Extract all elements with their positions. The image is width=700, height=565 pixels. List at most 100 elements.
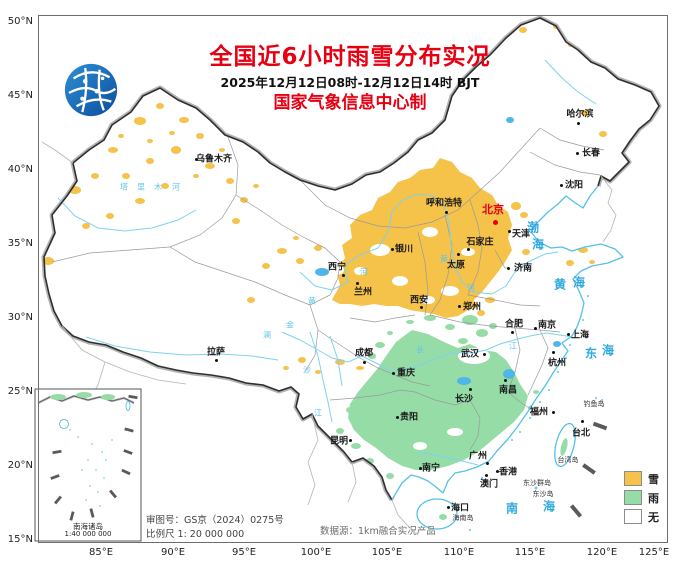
snow-patch <box>522 249 530 255</box>
city-dot-台北 <box>580 419 584 423</box>
city-label-天津: 天津 <box>511 229 531 240</box>
sea-label: 渤 <box>526 220 540 235</box>
no-precip-gap <box>370 244 390 256</box>
no-precip-gaps <box>328 227 506 450</box>
snow-patch <box>91 173 99 179</box>
island-label: 海南岛 <box>452 514 474 522</box>
lon-tick-label: 90°E <box>160 547 186 558</box>
city-dot-南宁 <box>418 466 422 470</box>
no-precip-gap <box>441 286 459 296</box>
snow-patch <box>134 117 146 125</box>
legend: 雪雨无 <box>624 469 659 526</box>
legend-swatch <box>624 471 642 486</box>
snow-patch <box>122 173 130 179</box>
rain-patch <box>336 428 344 434</box>
city-dot-长沙 <box>468 387 472 391</box>
river-label: 黄 <box>308 296 316 306</box>
snow-region <box>332 158 512 318</box>
city-dot-济南 <box>506 266 510 270</box>
inset-dash-segment <box>52 449 62 455</box>
snow-patch <box>247 297 255 303</box>
city-label-福州: 福州 <box>529 407 549 418</box>
nmic-logo-icon <box>62 61 120 119</box>
national-border <box>43 17 660 501</box>
sea-label: 东 <box>584 346 598 361</box>
river-label: 塔 <box>120 182 128 192</box>
snow-patch <box>146 158 154 164</box>
no-precip-gap <box>447 428 463 436</box>
rain-patch <box>351 443 361 449</box>
city-dot-合肥 <box>510 330 514 334</box>
rain-patch <box>533 390 539 394</box>
city-label-上海: 上海 <box>570 330 590 341</box>
city-dot-重庆 <box>391 371 395 375</box>
city-label-长春: 长春 <box>581 148 601 159</box>
city-label-昆明: 昆明 <box>329 436 349 447</box>
inset-island-dot <box>89 485 91 487</box>
snow-patch <box>179 117 189 123</box>
legend-item: 雨 <box>624 488 659 507</box>
neighbor-country-borders <box>41 141 617 527</box>
lat-tick-label: 20°N <box>7 460 33 471</box>
city-dot-天津 <box>507 229 511 233</box>
island-label: 东沙岛 <box>532 490 554 498</box>
city-dot-兰州 <box>355 281 359 285</box>
city-label-郑州: 郑州 <box>462 302 482 313</box>
city-label-南宁: 南宁 <box>421 463 441 474</box>
snow-patch <box>161 183 169 189</box>
legend-label: 雨 <box>648 491 659 505</box>
snow-patch <box>169 131 175 135</box>
city-dot-乌鲁木齐 <box>194 157 198 161</box>
no-precip-gap <box>422 227 438 237</box>
snow-patch <box>315 370 321 374</box>
city-label-沈阳: 沈阳 <box>564 180 584 191</box>
city-label-呼和浩特: 呼和浩特 <box>425 198 463 209</box>
river-label: 河 <box>467 283 475 293</box>
rain-patch <box>375 342 385 348</box>
sea-label: 南 <box>505 501 519 516</box>
city-dot-北京 <box>492 219 498 225</box>
lon-tick-label: 120°E <box>586 547 618 558</box>
city-label-合肥: 合肥 <box>504 319 524 330</box>
lon-tick-label: 105°E <box>371 547 403 558</box>
lon-tick-label: 115°E <box>514 547 546 558</box>
rivers-and-lakes <box>57 59 597 466</box>
snow-patch <box>196 133 204 139</box>
no-precip-gap <box>392 276 408 286</box>
inset-dash-segment <box>50 474 60 480</box>
city-label-银川: 银川 <box>394 244 414 255</box>
rain-patch <box>386 473 394 479</box>
city-dot-拉萨 <box>214 358 218 362</box>
sea-label: 海 <box>601 343 615 358</box>
inset-scale: 1:40 000 000 <box>64 530 112 538</box>
lat-tick-label: 35°N <box>7 238 33 249</box>
city-dot-石家庄 <box>466 247 470 251</box>
inset-island-dot <box>85 499 87 501</box>
sea-label: 黄 <box>553 277 567 292</box>
inset-map <box>34 388 142 542</box>
snow-patch <box>205 163 215 169</box>
inset-dash-segment <box>124 427 134 433</box>
coastline <box>391 185 624 501</box>
province-borders <box>51 127 605 451</box>
lat-tick-label: 30°N <box>7 312 33 323</box>
river-label: 澜 <box>263 330 271 340</box>
lon-tick-label: 110°E <box>443 547 475 558</box>
city-label-北京: 北京 <box>482 203 504 216</box>
inset-dash-segment <box>89 508 95 518</box>
legend-item: 无 <box>624 507 659 526</box>
no-precip-gap <box>461 248 475 256</box>
city-label-石家庄: 石家庄 <box>466 237 494 248</box>
snow-patch <box>462 301 478 309</box>
no-precip-gap <box>458 348 490 364</box>
snow-patch <box>171 146 181 154</box>
snow-patch <box>219 148 225 152</box>
lat-tick-label: 25°N <box>7 386 33 397</box>
snow-patch <box>581 110 589 116</box>
city-dot-昆明 <box>348 438 352 442</box>
rain-patch <box>445 324 455 330</box>
legend-swatch <box>624 509 642 524</box>
city-dot-福州 <box>551 410 555 414</box>
rain-patch <box>346 407 354 413</box>
rain-patch <box>476 329 488 337</box>
